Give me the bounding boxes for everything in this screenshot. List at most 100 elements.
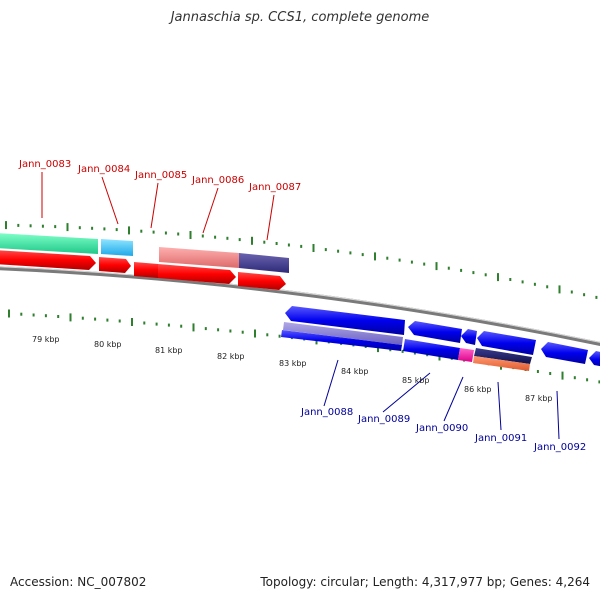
gene-arrow[interactable] [477,331,536,355]
topology-text: Topology: circular; Length: 4,317,977 bp… [260,575,590,589]
major-tick [312,244,315,252]
gene-arrow[interactable] [541,342,588,364]
minor-tick [595,295,598,299]
kbp-label: 82 kbp [217,352,245,361]
gene-arrow[interactable] [158,264,236,284]
minor-tick [217,328,220,332]
gene-arrow[interactable] [589,351,600,368]
major-tick [66,223,69,232]
accession-text: Accession: NC_007802 [10,575,147,589]
minor-tick [546,285,549,289]
minor-tick [287,243,290,247]
feature-block[interactable] [473,356,530,371]
gene-label-bottom[interactable]: Jann_0088 [300,407,353,418]
gene-label-top[interactable]: Jann_0086 [191,175,244,186]
gene-pointer-line [443,376,464,422]
minor-tick [324,248,327,252]
tick-track-top [5,221,598,299]
gene-label-bottom[interactable]: Jann_0089 [357,414,410,425]
minor-tick [278,334,281,338]
minor-tick [118,319,121,323]
gene-pointer-line [101,176,119,225]
gene-arrow[interactable] [285,306,405,335]
gene-label-top[interactable]: Jann_0085 [134,170,187,181]
major-tick [8,309,10,318]
gene-pointer-line [497,381,502,431]
gene-pointer-line [382,372,431,413]
kbp-label: 84 kbp [341,367,369,376]
minor-tick [57,315,60,318]
minor-tick [573,376,576,380]
minor-tick [226,236,229,240]
minor-tick [398,258,401,262]
gene-arrow[interactable] [461,329,477,345]
gene-arrow[interactable] [0,250,96,270]
minor-tick [472,271,475,275]
gene-label-bottom[interactable]: Jann_0090 [415,423,468,434]
reverse-feature-track [281,322,532,371]
major-tick [254,329,256,338]
minor-tick [115,228,118,232]
gene-pointer-line [150,182,159,229]
minor-tick [91,226,94,230]
minor-tick [152,230,155,234]
minor-tick [81,316,84,320]
gene-label-top[interactable]: Jann_0087 [248,182,301,193]
minor-tick [386,256,389,260]
minor-tick [509,278,512,281]
minor-tick [44,314,47,318]
major-tick [131,318,133,326]
feature-block[interactable] [474,348,532,364]
major-tick [5,221,7,230]
feature-block[interactable] [159,247,239,268]
minor-tick [164,231,167,235]
minor-tick [17,223,20,227]
minor-tick [521,280,524,284]
minor-tick [300,244,303,248]
minor-tick [533,282,536,286]
minor-tick [167,323,170,327]
minor-tick [266,333,269,337]
kbp-label: 79 kbp [32,335,60,344]
minor-tick [106,318,109,322]
minor-tick [201,234,204,238]
gene-arrow[interactable] [134,262,158,278]
minor-tick [94,317,97,321]
feature-block[interactable] [239,253,289,273]
bottom-gene-labels: Jann_0088 Jann_0089 Jann_0090 Jann_0091 … [300,407,586,453]
minor-tick [180,324,183,328]
feature-block[interactable] [101,239,133,256]
major-tick [435,262,438,271]
gene-arrow[interactable] [238,272,286,290]
gene-arrow[interactable] [99,257,131,273]
genome-title: Jannaschia sp. CCS1, complete genome [170,10,430,25]
minor-tick [598,380,600,384]
genome-backbone-highlight [0,266,600,343]
minor-tick [263,240,266,244]
reverse-gene-track-upper [285,306,600,368]
minor-tick [41,224,44,228]
major-tick [251,236,253,245]
major-tick [374,252,376,261]
minor-tick [361,253,364,257]
gene-label-bottom[interactable]: Jann_0092 [533,442,586,453]
minor-tick [204,327,207,331]
gene-label-bottom[interactable]: Jann_0091 [474,433,527,444]
major-tick [558,285,561,294]
gene-label-top[interactable]: Jann_0083 [18,159,71,170]
gene-pointer-line [266,194,275,241]
feature-block[interactable] [403,339,460,360]
feature-block[interactable] [0,233,98,254]
top-gene-labels: Jann_0083 Jann_0084 Jann_0085 Jann_0086 … [18,159,301,193]
gene-arrow[interactable] [408,321,462,343]
feature-block[interactable] [281,330,402,351]
minor-tick [29,224,32,228]
minor-tick [349,251,352,255]
minor-tick [275,242,278,245]
minor-tick [32,313,35,317]
minor-tick [238,238,241,242]
gene-label-top[interactable]: Jann_0084 [77,164,130,175]
feature-block[interactable] [458,348,474,362]
minor-tick [103,227,106,231]
feature-block[interactable] [283,322,403,345]
